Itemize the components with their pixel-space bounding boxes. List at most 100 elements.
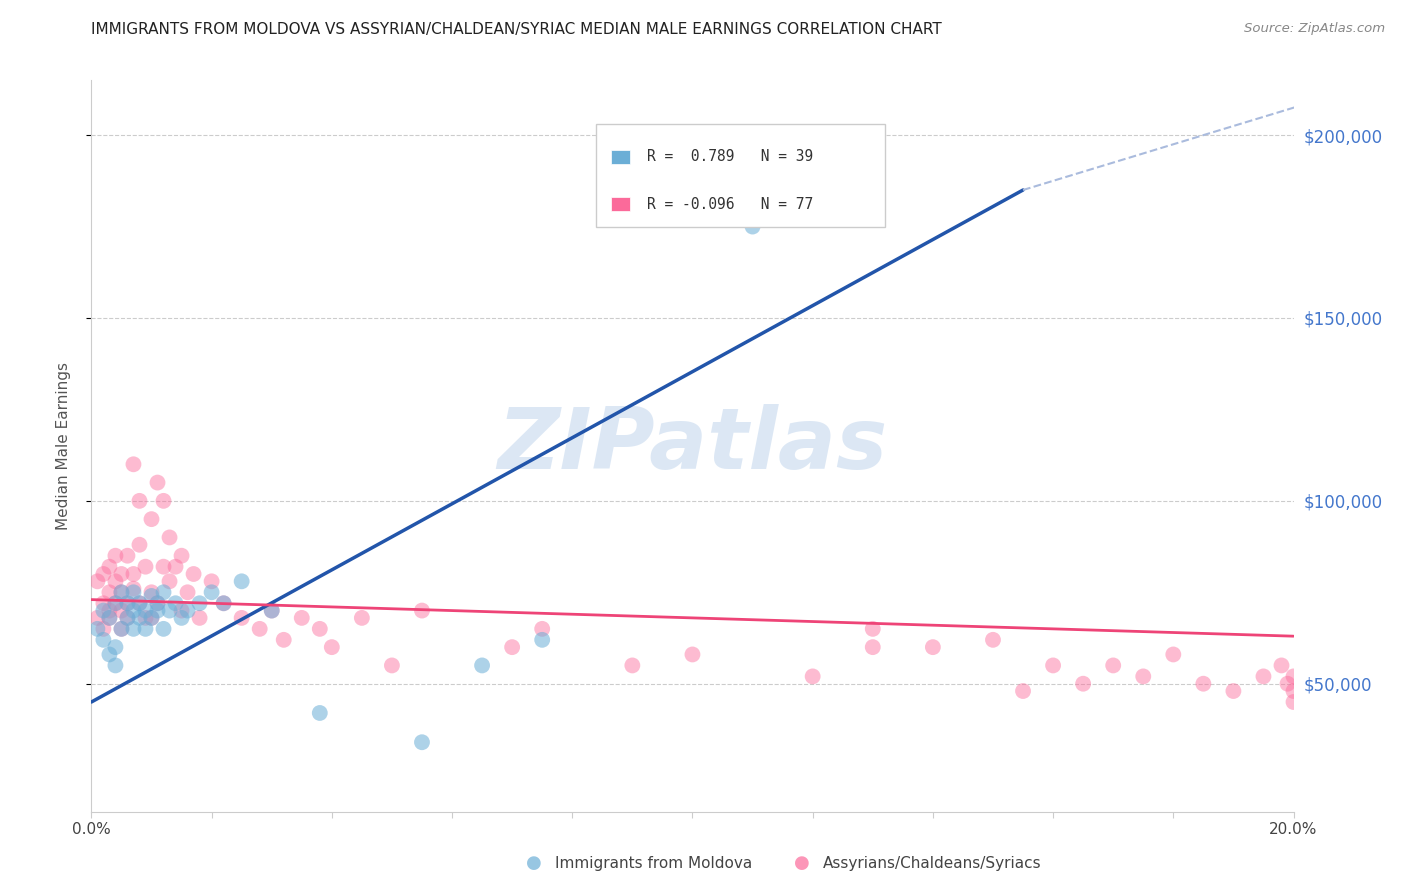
Point: [141, 589, 163, 603]
Point: [152, 622, 174, 636]
Point: [98, 603, 121, 617]
Text: Source: ZipAtlas.com: Source: ZipAtlas.com: [1244, 22, 1385, 36]
Point: [183, 567, 205, 582]
Text: ●: ●: [526, 855, 543, 872]
Point: [93, 596, 115, 610]
Point: [110, 585, 132, 599]
Point: [1222, 684, 1244, 698]
Point: [1102, 658, 1125, 673]
Point: [801, 669, 824, 683]
Point: [104, 658, 127, 673]
Point: [165, 596, 187, 610]
FancyBboxPatch shape: [596, 124, 884, 227]
Point: [741, 219, 763, 234]
Point: [110, 622, 132, 636]
Point: [98, 611, 121, 625]
Point: [152, 559, 174, 574]
Point: [165, 559, 187, 574]
Point: [411, 735, 433, 749]
Point: [1253, 669, 1275, 683]
Point: [122, 582, 145, 596]
Point: [117, 611, 139, 625]
Point: [381, 658, 404, 673]
Point: [117, 596, 139, 610]
Point: [1012, 684, 1035, 698]
Point: [128, 596, 150, 610]
Point: [93, 632, 115, 647]
Point: [152, 585, 174, 599]
Point: [146, 596, 169, 610]
Text: R = -0.096   N = 77: R = -0.096 N = 77: [647, 196, 813, 211]
Point: [212, 596, 235, 610]
Point: [128, 538, 150, 552]
Point: [134, 611, 156, 625]
Point: [117, 611, 139, 625]
Text: Immigrants from Moldova: Immigrants from Moldova: [555, 856, 752, 871]
Point: [86, 574, 108, 589]
Point: [260, 603, 283, 617]
Point: [1192, 676, 1215, 690]
Point: [159, 603, 181, 617]
Point: [1277, 676, 1299, 690]
Point: [1282, 684, 1305, 698]
Point: [122, 622, 145, 636]
Point: [411, 603, 433, 617]
Point: [93, 603, 115, 617]
Point: [117, 549, 139, 563]
Point: [176, 603, 198, 617]
Point: [170, 549, 193, 563]
Point: [134, 622, 156, 636]
Point: [152, 493, 174, 508]
Point: [531, 632, 554, 647]
Point: [146, 603, 169, 617]
Point: [128, 596, 150, 610]
Point: [141, 611, 163, 625]
Point: [681, 648, 703, 662]
Point: [308, 706, 330, 720]
Text: ZIPatlas: ZIPatlas: [498, 404, 887, 488]
Point: [134, 559, 156, 574]
Point: [122, 585, 145, 599]
Point: [170, 611, 193, 625]
Text: Assyrians/Chaldeans/Syriacs: Assyrians/Chaldeans/Syriacs: [823, 856, 1040, 871]
Point: [1132, 669, 1154, 683]
Point: [1161, 648, 1184, 662]
Point: [1270, 658, 1292, 673]
Point: [141, 512, 163, 526]
Point: [110, 585, 132, 599]
Point: [1282, 695, 1305, 709]
Point: [321, 640, 343, 655]
Point: [134, 603, 156, 617]
Point: [104, 549, 127, 563]
Point: [104, 596, 127, 610]
Point: [273, 632, 295, 647]
Point: [98, 611, 121, 625]
Point: [201, 574, 224, 589]
Point: [141, 585, 163, 599]
Point: [98, 648, 121, 662]
Point: [501, 640, 523, 655]
Text: ●: ●: [793, 855, 810, 872]
Point: [104, 640, 127, 655]
Point: [141, 611, 163, 625]
Point: [86, 611, 108, 625]
Point: [122, 567, 145, 582]
Point: [104, 574, 127, 589]
Point: [291, 611, 314, 625]
Point: [93, 622, 115, 636]
Point: [531, 622, 554, 636]
Point: [1071, 676, 1094, 690]
Point: [98, 585, 121, 599]
Point: [188, 611, 211, 625]
Point: [146, 475, 169, 490]
Point: [117, 596, 139, 610]
Point: [104, 596, 127, 610]
Point: [1042, 658, 1064, 673]
Point: [110, 603, 132, 617]
Bar: [610, 197, 630, 211]
Point: [350, 611, 373, 625]
Text: R =  0.789   N = 39: R = 0.789 N = 39: [647, 150, 813, 164]
Point: [981, 632, 1004, 647]
Text: IMMIGRANTS FROM MOLDOVA VS ASSYRIAN/CHALDEAN/SYRIAC MEDIAN MALE EARNINGS CORRELA: IMMIGRANTS FROM MOLDOVA VS ASSYRIAN/CHAL…: [91, 22, 942, 37]
Point: [170, 603, 193, 617]
